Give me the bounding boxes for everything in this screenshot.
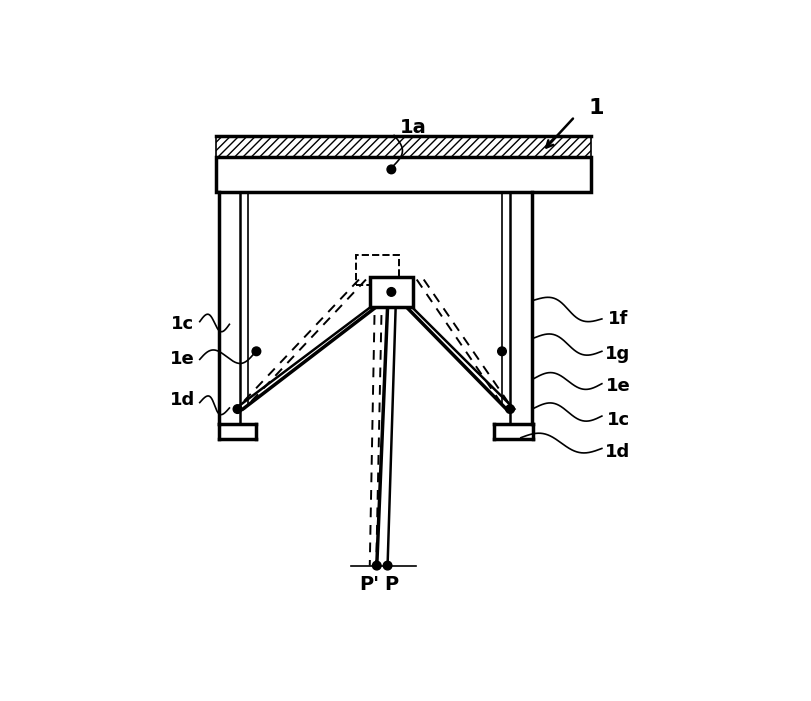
Text: 1c: 1c [171,315,194,333]
Bar [216,137,591,157]
Text: 1d: 1d [606,443,631,461]
Bar [370,277,413,307]
Text: 1c: 1c [607,411,629,429]
Circle shape [387,165,396,174]
Text: 1e: 1e [606,377,630,395]
Circle shape [252,347,260,355]
Bar [356,255,400,285]
Circle shape [234,404,242,414]
Circle shape [387,287,396,297]
Circle shape [372,562,381,570]
Text: 1f: 1f [608,310,629,328]
Circle shape [498,347,506,355]
Circle shape [506,404,514,414]
Circle shape [384,562,392,570]
Text: 1e: 1e [170,350,195,369]
Text: P': P' [360,575,380,594]
Text: 1a: 1a [400,118,427,137]
Text: 1d: 1d [169,391,195,409]
Text: 1: 1 [589,98,604,118]
Text: 1g: 1g [606,345,631,363]
Bar [216,157,591,192]
Text: P: P [384,575,398,594]
